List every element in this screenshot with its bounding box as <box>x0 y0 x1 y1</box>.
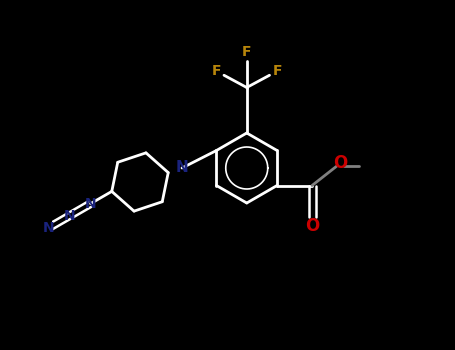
Text: O: O <box>305 217 319 235</box>
Text: O: O <box>333 154 347 172</box>
Text: N: N <box>64 209 75 223</box>
Text: N: N <box>176 161 188 175</box>
Text: F: F <box>212 64 221 78</box>
Text: N: N <box>85 197 96 211</box>
Text: F: F <box>273 64 282 78</box>
Text: N: N <box>42 221 54 235</box>
Text: F: F <box>242 46 252 60</box>
